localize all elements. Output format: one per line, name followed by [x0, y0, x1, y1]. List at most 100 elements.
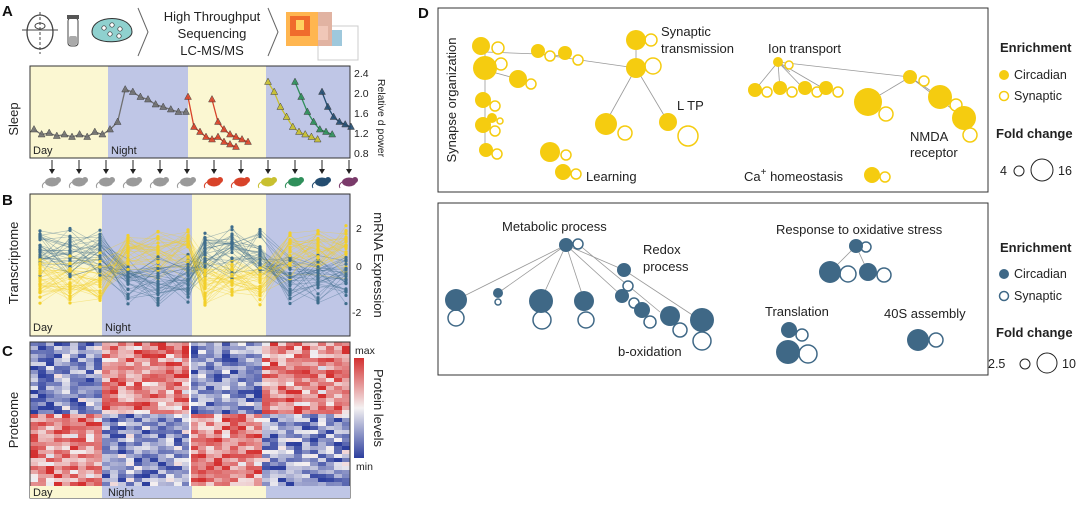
tx-gene-line-6	[39, 225, 347, 290]
heat-cell-17-15	[150, 410, 159, 415]
heat-cell-6-2	[46, 366, 55, 371]
heat-cell-29-18	[174, 458, 183, 463]
heat-cell-1-12	[126, 346, 135, 351]
heat-cell-0-0	[30, 342, 39, 347]
heat-cell-14-16	[158, 398, 167, 403]
heat-cell-14-17	[166, 398, 175, 403]
heat-cell-26-17	[166, 446, 175, 451]
heat-cell-6-6	[78, 366, 87, 371]
heat-cell-6-12	[126, 366, 135, 371]
label-synapse-organization: Synapse organization	[444, 37, 459, 162]
heat-cell-25-0	[30, 442, 39, 447]
heat-cell-23-0	[30, 434, 39, 439]
sleep-point-0-5	[68, 132, 76, 140]
heat-cell-35-34	[302, 482, 311, 487]
label-metabolic: Metabolic process	[502, 219, 607, 234]
sleep-day-label: Day	[33, 145, 53, 157]
heat-cell-5-23	[214, 362, 223, 367]
heat-cell-13-10	[110, 394, 119, 399]
heat-cell-14-10	[110, 398, 119, 403]
heat-cell-35-32	[286, 482, 295, 487]
tx-point-69-2	[98, 273, 102, 277]
heat-cell-11-6	[78, 386, 87, 391]
top-circadian-node-0	[472, 37, 490, 55]
label-learning: Learning	[586, 169, 637, 184]
heat-cell-9-20	[190, 378, 199, 383]
heat-cell-28-28	[254, 454, 263, 459]
tx-point-69-3	[126, 277, 130, 281]
heat-cell-13-7	[86, 394, 95, 399]
heat-cell-14-35	[310, 398, 319, 403]
heat-cell-24-18	[174, 438, 183, 443]
heat-cell-21-7	[86, 426, 95, 431]
heat-cell-29-1	[38, 458, 47, 463]
heat-cell-6-28	[254, 366, 263, 371]
tx-gene-line-58	[39, 238, 347, 297]
heat-cell-32-17	[166, 470, 175, 475]
sleep-plot: Day Night	[29, 65, 355, 159]
heat-cell-27-31	[278, 450, 287, 455]
tx-gene-line-49	[39, 232, 347, 291]
heat-cell-25-16	[158, 442, 167, 447]
sample-arrowhead-3	[130, 169, 136, 174]
heat-cell-19-0	[30, 418, 39, 423]
heat-cell-29-26	[238, 458, 247, 463]
tx-tick-0: 2	[356, 223, 362, 235]
heat-cell-22-16	[158, 430, 167, 435]
heat-cell-35-11	[118, 482, 127, 487]
heat-cell-32-28	[254, 470, 263, 475]
tx-point-55-3	[126, 302, 130, 306]
tx-gene-line-26	[39, 235, 347, 304]
heat-cell-10-3	[54, 382, 63, 387]
heat-cell-22-2	[46, 430, 55, 435]
heat-cell-30-18	[174, 462, 183, 467]
heat-cell-11-20	[190, 386, 199, 391]
heat-cell-23-38	[334, 434, 343, 439]
sleep-point-0-10	[106, 124, 114, 133]
top-synaptic-node-18	[832, 86, 844, 98]
heat-cell-10-28	[254, 382, 263, 387]
heat-cell-29-33	[294, 458, 303, 463]
mouse-head-5	[190, 177, 196, 183]
heat-cell-27-23	[214, 450, 223, 455]
heat-cell-20-37	[326, 422, 335, 427]
heat-cell-4-39	[342, 358, 351, 363]
sleep-point-0-13	[128, 87, 137, 95]
tx-point-52-6	[203, 297, 207, 301]
heat-cell-24-12	[126, 438, 135, 443]
heat-cell-20-26	[238, 422, 247, 427]
heat-cell-5-39	[342, 362, 351, 367]
heat-day-bar-1	[30, 486, 102, 498]
heat-cell-10-11	[118, 382, 127, 387]
sample-arrowhead-9	[292, 169, 298, 174]
heat-cell-15-25	[230, 402, 239, 407]
heat-cell-3-15	[150, 354, 159, 359]
heat-cell-19-21	[198, 418, 207, 423]
heat-cell-26-11	[118, 446, 127, 451]
tx-gene-line-31	[39, 229, 347, 306]
heat-cell-32-21	[198, 470, 207, 475]
heat-cell-13-20	[190, 394, 199, 399]
heat-cell-20-14	[142, 422, 151, 427]
heat-cell-5-4	[62, 362, 71, 367]
tx-point-52-1	[68, 277, 72, 281]
heat-cell-8-27	[246, 374, 255, 379]
heat-cell-3-14	[142, 354, 151, 359]
tx-point-69-0	[38, 229, 42, 233]
tx-point-63-6	[203, 265, 207, 269]
heat-cell-18-15	[150, 414, 159, 419]
heat-cell-1-22	[206, 346, 215, 351]
heat-cell-6-20	[190, 366, 199, 371]
panel-label-d: D	[418, 5, 429, 22]
heat-cell-24-25	[230, 438, 239, 443]
heat-cell-15-14	[142, 402, 151, 407]
sleep-point-5-5	[347, 122, 355, 130]
heat-cell-27-10	[110, 450, 119, 455]
tx-point-68-4	[156, 244, 160, 248]
heat-cell-10-15	[150, 382, 159, 387]
heat-cell-3-28	[254, 354, 263, 359]
heat-cell-31-37	[326, 466, 335, 471]
heat-cell-31-39	[342, 466, 351, 471]
heat-cell-16-27	[246, 406, 255, 411]
heat-cell-12-11	[118, 390, 127, 395]
